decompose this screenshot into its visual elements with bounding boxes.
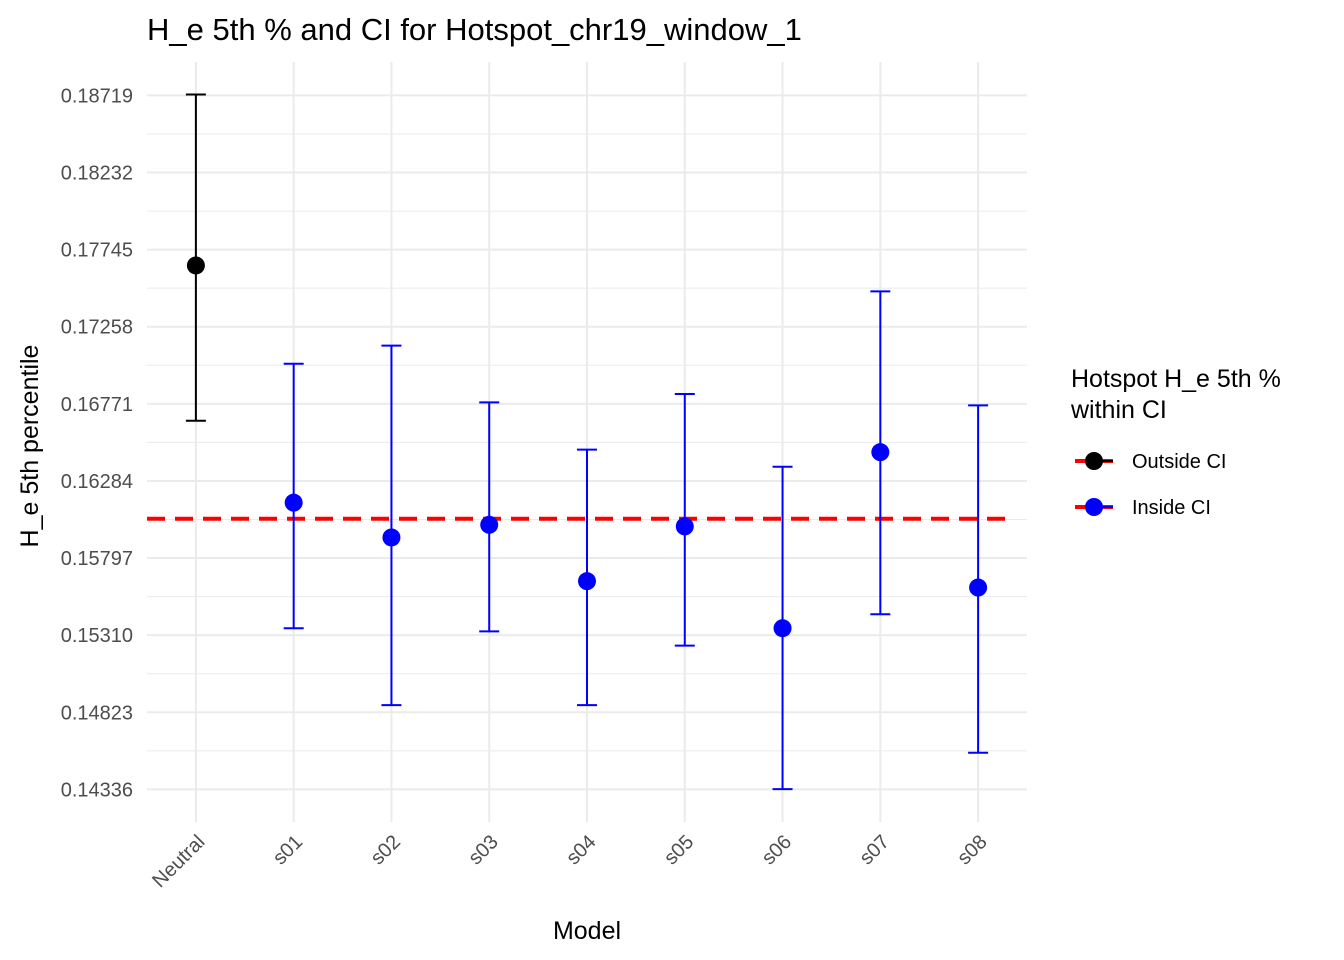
y-tick-label: 0.17745 — [61, 240, 133, 262]
y-axis-title: H_e 5th percentile — [16, 345, 44, 548]
x-axis-tick-labels: Neutral s01 s02 s03 s04 s05 s06 s07 s08 — [148, 831, 991, 892]
y-tick-label: 0.17258 — [61, 317, 133, 339]
chart-title: H_e 5th % and CI for Hotspot_chr19_windo… — [147, 12, 802, 47]
legend-title-line-2: within CI — [1070, 396, 1167, 424]
point-s01 — [284, 493, 303, 512]
x-tick-label: s04 — [562, 831, 600, 869]
y-tick-label: 0.14336 — [61, 779, 133, 801]
x-tick-label: s07 — [856, 831, 894, 869]
x-axis-title: Model — [553, 917, 621, 945]
point-Neutral — [186, 256, 205, 275]
error-bar-series — [185, 93, 989, 791]
point-s02 — [382, 528, 401, 547]
y-tick-label: 0.16771 — [61, 394, 133, 416]
legend-label-outside-ci: Outside CI — [1132, 451, 1226, 473]
legend: Hotspot H_e 5th % within CI Outside CI I… — [1070, 365, 1281, 519]
legend-title-line-1: Hotspot H_e 5th % — [1071, 365, 1281, 393]
x-tick-label: s03 — [464, 831, 502, 869]
x-tick-label: s08 — [953, 831, 991, 869]
x-tick-label: s06 — [758, 831, 796, 869]
x-tick-label: s02 — [367, 831, 405, 869]
plot-panel — [147, 62, 1027, 822]
legend-key-point-1 — [1085, 498, 1103, 516]
y-tick-label: 0.18719 — [61, 85, 133, 107]
y-tick-label: 0.18232 — [61, 163, 133, 185]
y-tick-label: 0.15797 — [61, 548, 133, 570]
x-tick-label: s01 — [269, 831, 307, 869]
point-s05 — [675, 517, 694, 536]
grid-lines — [147, 62, 1027, 822]
point-s06 — [773, 619, 792, 638]
legend-key-point-0 — [1085, 452, 1103, 470]
point-s03 — [480, 515, 499, 534]
y-tick-label: 0.15310 — [61, 625, 133, 647]
y-axis-tick-labels: 0.14336 0.14823 0.15310 0.15797 0.16284 0.167… — [61, 85, 133, 801]
point-s07 — [871, 443, 890, 462]
legend-label-inside-ci: Inside CI — [1132, 497, 1211, 519]
y-tick-label: 0.16284 — [61, 471, 133, 493]
point-s08 — [969, 578, 988, 597]
point-s04 — [578, 572, 596, 591]
y-tick-label: 0.14823 — [61, 702, 133, 724]
x-tick-label: s05 — [660, 831, 698, 869]
legend-keys — [1075, 452, 1113, 516]
x-tick-label: Neutral — [148, 831, 209, 892]
